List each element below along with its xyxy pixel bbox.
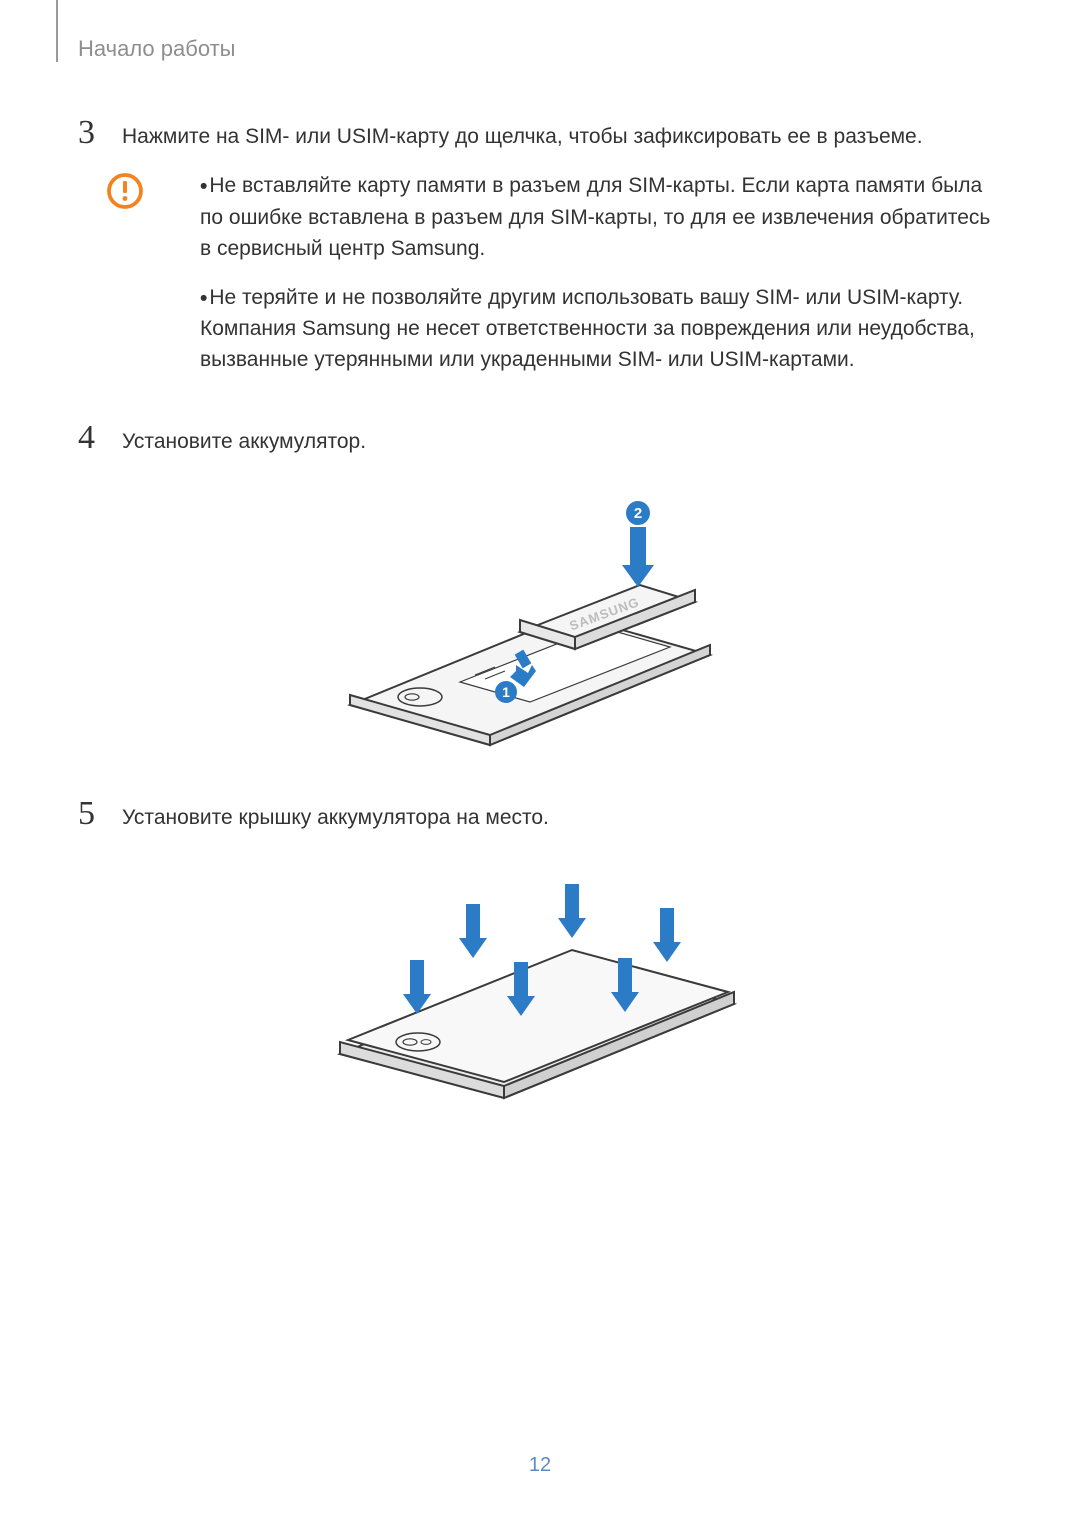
callout-2: 2 (634, 505, 642, 522)
step-text: Нажмите на SIM- или USIM-карту до щелчка… (122, 116, 923, 152)
step-3: 3 Нажмите на SIM- или USIM-карту до щелч… (78, 116, 1002, 152)
caution-list: Не вставляйте карту памяти в разъем для … (200, 170, 1002, 392)
section-title: Начало работы (78, 36, 1002, 62)
caution-item: Не теряйте и не позволяйте другим исполь… (200, 282, 1002, 375)
step-number: 3 (78, 116, 122, 150)
page-number: 12 (0, 1454, 1080, 1477)
step-5: 5 Установите крышку аккумулятора на мест… (78, 797, 1002, 833)
header-accent-bar (56, 0, 58, 62)
step-text: Установите аккумулятор. (122, 421, 366, 457)
figure-battery-install: SAMSUNG 1 2 (78, 487, 1002, 747)
caution-item: Не вставляйте карту памяти в разъем для … (200, 170, 1002, 263)
step-number: 5 (78, 797, 122, 831)
step-number: 4 (78, 421, 122, 455)
step-text: Установите крышку аккумулятора на место. (122, 797, 549, 833)
page-header: Начало работы (78, 0, 1002, 62)
caution-text: Не вставляйте карту памяти в разъем для … (200, 170, 1002, 263)
caution-text: Не теряйте и не позволяйте другим исполь… (200, 282, 1002, 375)
caution-icon (106, 172, 146, 215)
callout-1: 1 (502, 684, 510, 700)
figure-cover-install (78, 864, 1002, 1104)
step-4: 4 Установите аккумулятор. (78, 421, 1002, 457)
caution-block: Не вставляйте карту памяти в разъем для … (106, 170, 1002, 392)
